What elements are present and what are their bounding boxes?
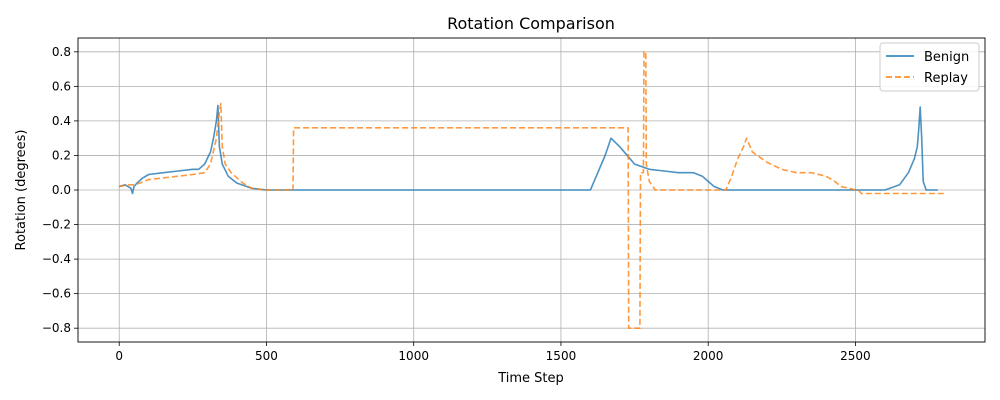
series-layer: [118, 50, 944, 330]
y-tick-label: 0.8: [52, 45, 71, 59]
x-axis-label: Time Step: [497, 371, 564, 386]
y-tick-label: 0.2: [52, 148, 71, 162]
legend-box: [879, 42, 980, 92]
legend-label-replay: Replay: [924, 71, 968, 86]
x-tick-label: 1500: [546, 349, 577, 363]
y-tick-label: 0.4: [52, 114, 71, 128]
x-tick-label: 0: [115, 349, 123, 363]
grid-lines: [78, 38, 985, 342]
chart-title: Rotation Comparison: [447, 14, 615, 33]
y-tick-label: 0.6: [52, 79, 71, 93]
x-tick-label: 1000: [398, 349, 429, 363]
x-axis-ticks: 0 500 1000 1500 2000 2500: [115, 342, 871, 363]
y-tick-label: 0.0: [52, 183, 71, 197]
y-tick-label: −0.4: [42, 252, 71, 266]
x-tick-label: 500: [255, 349, 278, 363]
series-line-replay: [119, 50, 944, 330]
series-line-benign: [118, 104, 938, 195]
x-tick-label: 2000: [693, 349, 724, 363]
x-tick-label: 2500: [840, 349, 871, 363]
y-tick-label: −0.6: [42, 287, 71, 301]
legend: Benign Replay: [879, 42, 980, 92]
legend-label-benign: Benign: [924, 50, 969, 65]
y-tick-label: −0.2: [42, 218, 71, 232]
y-axis-ticks: −0.8 −0.6 −0.4 −0.2 0.0 0.2 0.4 0.6 0.8: [42, 45, 78, 335]
y-axis-label: Rotation (degrees): [14, 130, 29, 251]
y-tick-label: −0.8: [42, 321, 71, 335]
